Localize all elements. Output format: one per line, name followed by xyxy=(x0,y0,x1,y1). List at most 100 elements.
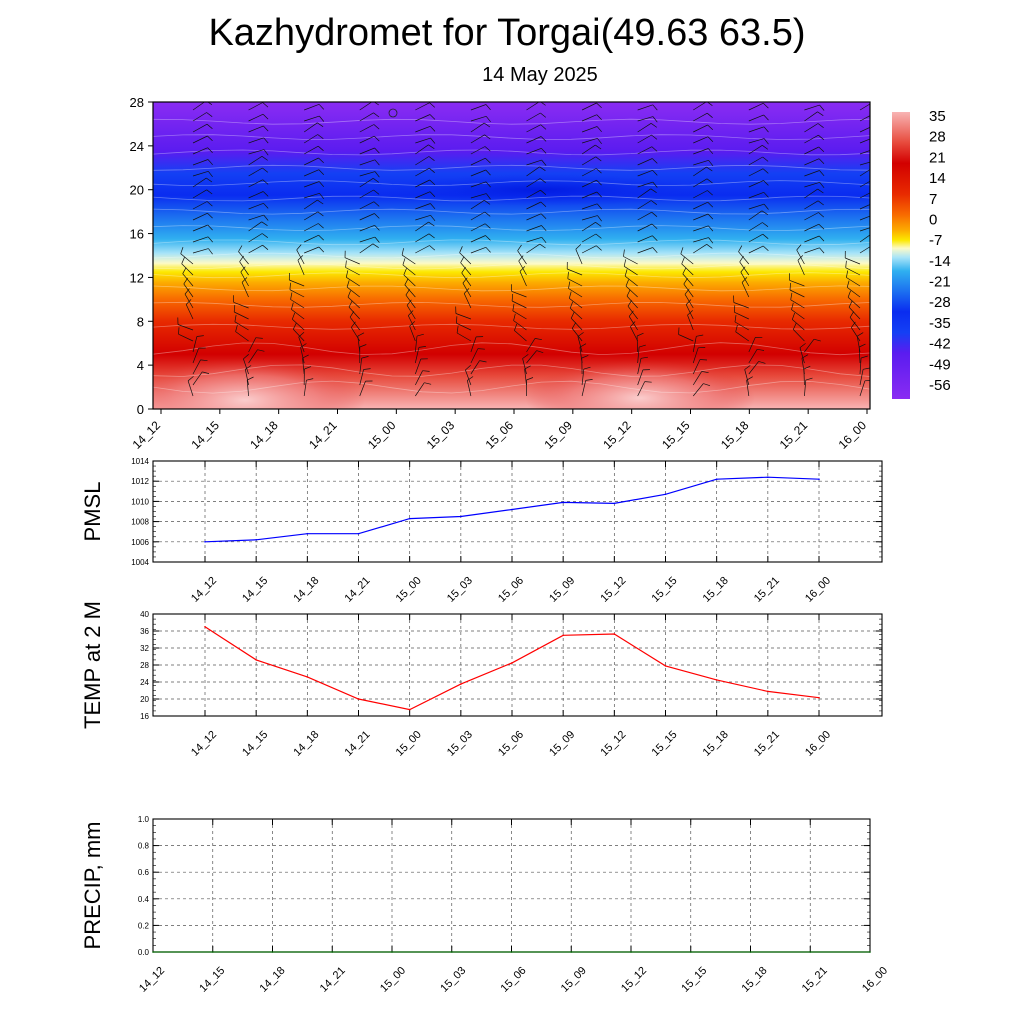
wind-barb xyxy=(346,286,360,298)
wind-barb xyxy=(804,380,807,397)
wind-barb xyxy=(693,178,708,188)
data-point xyxy=(451,951,453,953)
wind-barb xyxy=(848,307,861,320)
wind-barb xyxy=(415,179,430,188)
wind-barb-flag xyxy=(761,210,768,215)
wind-barb-flag xyxy=(818,223,825,230)
wind-barb-flag xyxy=(874,245,880,249)
wind-barb xyxy=(466,380,472,397)
data-point xyxy=(664,665,667,667)
wind-barb xyxy=(581,215,598,221)
wind-barb xyxy=(359,369,364,386)
wind-barb-flag xyxy=(430,215,436,222)
wind-barb-flag xyxy=(233,304,236,313)
wind-barb xyxy=(845,257,861,265)
wind-barb-flag xyxy=(791,312,796,320)
wind-barb-flag xyxy=(374,159,380,166)
wind-barb xyxy=(687,314,694,331)
wind-barb xyxy=(415,370,423,386)
wind-barb xyxy=(248,167,263,177)
panel-frame xyxy=(152,613,883,717)
data-point xyxy=(664,493,667,496)
wind-barb-flag xyxy=(409,321,416,327)
wind-barb-flag xyxy=(318,234,324,241)
wind-barb xyxy=(415,203,431,210)
wind-barb-flag xyxy=(581,355,589,359)
wind-barb-flag xyxy=(875,125,880,130)
wind-barb-flag xyxy=(234,314,237,322)
wind-barb xyxy=(177,324,194,331)
wind-barb xyxy=(567,268,583,276)
wind-barb-flag xyxy=(585,379,593,381)
wind-barb-flag xyxy=(374,147,380,154)
wind-barb xyxy=(304,192,320,199)
contour-line xyxy=(153,364,870,377)
x-tick-label: 16_00 xyxy=(836,418,870,452)
wind-barb xyxy=(192,212,208,221)
wind-barb xyxy=(581,102,597,111)
y-tick-label: 40 xyxy=(140,610,149,619)
wind-barb-flag xyxy=(357,332,365,337)
wind-barb xyxy=(470,104,487,111)
wind-barb-flag xyxy=(347,290,351,298)
wind-barb xyxy=(849,317,861,331)
wind-barb xyxy=(415,358,422,375)
wind-barb xyxy=(248,113,264,122)
y-tick-label: 0.6 xyxy=(138,868,150,877)
data-point xyxy=(690,951,692,953)
wind-barb xyxy=(470,246,487,254)
wind-barb xyxy=(692,347,699,364)
colorbar-label: -21 xyxy=(929,274,951,291)
wind-barb xyxy=(859,169,870,177)
wind-barb-flag xyxy=(363,368,371,370)
x-tick-label: 15_15 xyxy=(650,575,680,605)
wind-barb xyxy=(405,294,416,309)
x-tick-label: 14_15 xyxy=(240,729,270,759)
wind-barb-flag xyxy=(797,255,804,261)
wind-barb-flag xyxy=(403,268,407,276)
data-point xyxy=(255,659,257,661)
wind-barb xyxy=(581,144,596,155)
wind-barb-flag xyxy=(650,123,658,128)
data-point xyxy=(562,501,564,504)
x-tick-label: 15_06 xyxy=(483,418,517,452)
wind-barb-flag xyxy=(541,237,547,244)
contour-line xyxy=(153,239,870,246)
wind-barb xyxy=(804,158,820,166)
wind-barb xyxy=(234,321,249,331)
wind-barb-flag xyxy=(517,244,522,251)
wind-barb xyxy=(692,336,697,353)
wind-barb-flag xyxy=(346,280,350,288)
wind-barb-flag xyxy=(359,344,367,348)
colorbar xyxy=(892,112,910,399)
wind-barb xyxy=(246,380,249,397)
wind-barb xyxy=(851,327,861,342)
wind-barb xyxy=(192,135,208,144)
x-tick-label: 14_12 xyxy=(130,418,164,452)
data-point xyxy=(511,508,513,511)
wind-barb-flag xyxy=(429,245,436,251)
wind-barb xyxy=(456,322,472,331)
wind-barb-flag xyxy=(484,211,491,217)
data-point xyxy=(204,626,206,628)
wind-barb xyxy=(248,349,258,364)
wind-barb xyxy=(348,306,361,320)
wind-barb-flag xyxy=(178,327,180,335)
wind-barb-flag xyxy=(247,376,254,381)
wind-barb xyxy=(733,302,749,309)
wind-barb-flag xyxy=(706,244,713,249)
wind-barb-flag xyxy=(701,371,709,374)
wind-barb-flag xyxy=(703,383,711,387)
wind-barb-flag xyxy=(207,102,213,105)
wind-barb xyxy=(292,319,305,331)
wind-barb-flag xyxy=(351,321,356,328)
wind-barb xyxy=(693,190,708,199)
wind-barb xyxy=(526,338,536,353)
wind-barb xyxy=(359,243,374,254)
wind-barb xyxy=(415,144,429,155)
wind-barb xyxy=(248,102,263,111)
wind-barb xyxy=(748,233,763,243)
wind-barb xyxy=(735,331,750,342)
wind-barb-flag xyxy=(485,181,491,188)
